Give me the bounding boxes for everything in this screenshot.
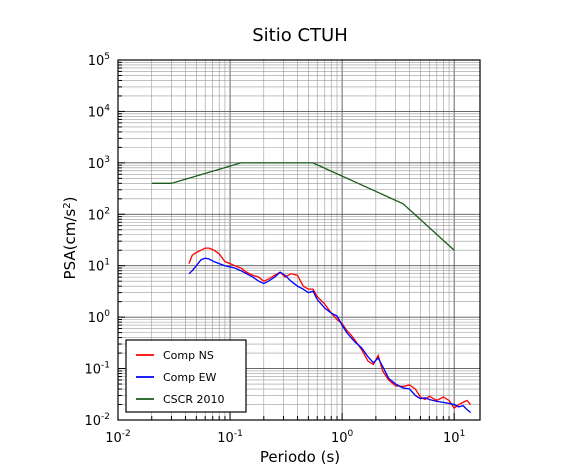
y-tick-label: 10-2 — [84, 412, 110, 429]
legend-box — [125, 339, 247, 413]
x-axis-label: Periodo (s) — [260, 448, 340, 466]
legend: Comp NS Comp EW CSCR 2010 — [125, 339, 247, 413]
y-tick-label: 10-1 — [84, 361, 110, 378]
legend-label: Comp NS — [163, 349, 214, 362]
y-tick-label: 101 — [88, 258, 110, 275]
legend-label: Comp EW — [163, 371, 217, 384]
series-line-cscr-2010 — [151, 162, 455, 251]
x-tick-label: 10-2 — [105, 429, 131, 446]
legend-label: CSCR 2010 — [163, 393, 224, 406]
y-tick-label: 102 — [88, 206, 110, 223]
plot-frame — [117, 59, 481, 421]
y-tick-labels: 10-2 10-1 100 101 102 103 104 105 — [84, 52, 110, 429]
series-line-comp-ns — [188, 247, 472, 410]
y-axis-label-base: PSA(cm/s — [61, 209, 79, 280]
y-tick-label: 104 — [88, 103, 111, 120]
y-tick-label: 100 — [88, 309, 111, 326]
y-tick-label: 105 — [88, 52, 110, 69]
data-series — [151, 162, 472, 413]
x-tick-label: 100 — [331, 429, 354, 446]
series-line-comp-ew — [188, 257, 471, 413]
x-tick-labels: 10-2 10-1 100 101 — [105, 429, 465, 446]
y-axis-label-close: ) — [61, 197, 79, 203]
x-tick-label: 10-1 — [217, 429, 243, 446]
x-tick-label: 101 — [443, 429, 465, 446]
y-tick-label: 103 — [88, 155, 110, 172]
y-axis-label: PSA(cm/s2) — [61, 197, 79, 280]
chart-title: Sitio CTUH — [252, 25, 348, 46]
y-axis-label-exp: 2 — [62, 202, 73, 208]
